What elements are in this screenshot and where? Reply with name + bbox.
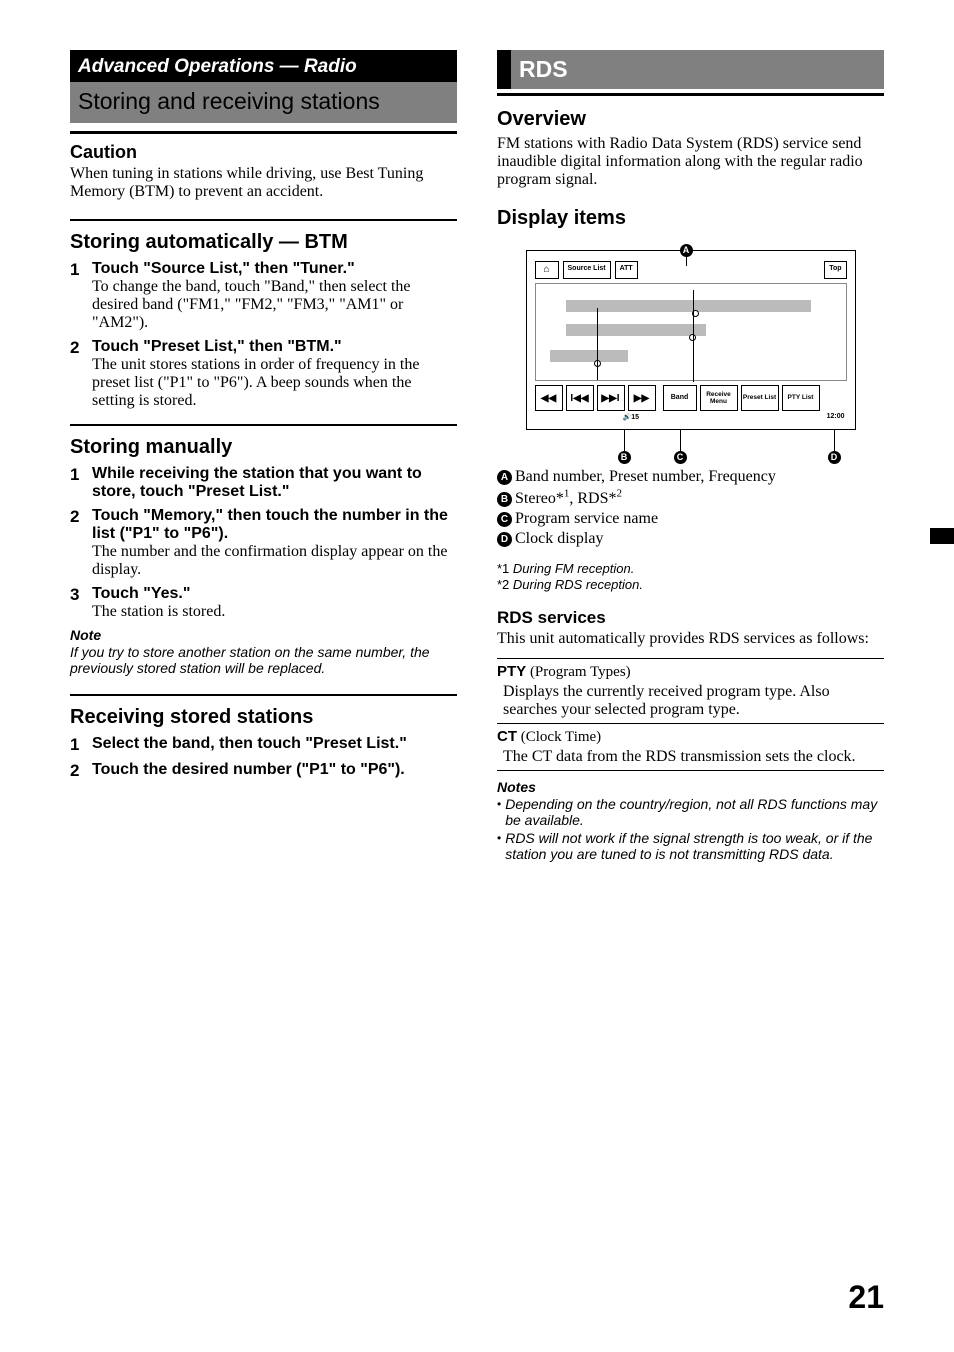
- home-icon: ⌂: [535, 261, 559, 279]
- callout-marker-c: C: [674, 451, 687, 464]
- rule: [70, 694, 457, 696]
- seek-fwd-icon: ▶▶I: [597, 385, 625, 411]
- callout-marker-d: D: [828, 451, 841, 464]
- rds-item-ct: CT (Clock Time): [497, 728, 884, 746]
- step-title: Touch "Source List," then "Tuner.": [92, 260, 457, 278]
- rule: [70, 424, 457, 426]
- display-bar-c: [566, 324, 706, 336]
- display-bar-a: [566, 300, 811, 312]
- step-number: 2: [70, 338, 84, 410]
- accent-rule: [497, 93, 884, 96]
- rule: [497, 770, 884, 771]
- step: 1 Select the band, then touch "Preset Li…: [70, 735, 457, 755]
- step-body: The unit stores stations in order of fre…: [92, 356, 457, 410]
- leader-line: [624, 430, 625, 452]
- step: 2 Touch "Preset List," then "BTM." The u…: [70, 338, 457, 410]
- footnote-1: *1 During FM reception.: [497, 561, 884, 576]
- section-title-storing: Storing and receiving stations: [70, 82, 457, 123]
- accent-rule: [70, 131, 457, 134]
- step: 2 Touch the desired number ("P1" to "P6"…: [70, 761, 457, 781]
- step-number: 1: [70, 735, 84, 755]
- step-body: The station is stored.: [92, 603, 457, 621]
- step: 1 Touch "Source List," then "Tuner." To …: [70, 260, 457, 332]
- note-item: • RDS will not work if the signal streng…: [497, 829, 884, 863]
- seek-back-fast-icon: ◀◀: [535, 385, 563, 411]
- step-body: The number and the confirmation display …: [92, 543, 457, 579]
- display-main-area: [535, 283, 847, 381]
- caution-title: Caution: [70, 142, 457, 163]
- callout-marker-b: B: [618, 451, 631, 464]
- source-list-button: Source List: [563, 261, 611, 279]
- page-number: 21: [848, 1279, 884, 1316]
- step-title: Touch "Yes.": [92, 585, 457, 603]
- heading-receive: Receiving stored stations: [70, 706, 457, 729]
- step-title: While receiving the station that you wan…: [92, 465, 457, 501]
- seek-back-icon: I◀◀: [566, 385, 594, 411]
- rds-item-ct-body: The CT data from the RDS transmission se…: [503, 748, 884, 766]
- section-header-advanced: Advanced Operations — Radio: [70, 50, 457, 82]
- step-title: Touch "Preset List," then "BTM.": [92, 338, 457, 356]
- top-button: Top: [824, 261, 846, 279]
- step-title: Touch "Memory," then touch the number in…: [92, 507, 457, 543]
- display-status-row: 🔊15 12:00: [535, 413, 847, 421]
- leader-line: [693, 290, 694, 382]
- clock-display: 12:00: [827, 413, 845, 421]
- display-bar-b: [550, 350, 628, 362]
- step-number: 3: [70, 585, 84, 621]
- preset-list-button: Preset List: [741, 385, 779, 411]
- leader-line: [597, 308, 598, 380]
- edge-tab: [930, 528, 954, 544]
- leader-line: [834, 430, 835, 452]
- step: 1 While receiving the station that you w…: [70, 465, 457, 501]
- leader-line: [686, 256, 687, 266]
- step-number: 2: [70, 507, 84, 579]
- callout-d: DClock display: [497, 530, 884, 548]
- note-title: Note: [70, 627, 457, 643]
- step-title: Select the band, then touch "Preset List…: [92, 735, 457, 753]
- band-button: Band: [663, 385, 697, 411]
- rule: [497, 658, 884, 659]
- att-button: ATT: [615, 261, 638, 279]
- rds-item-pty: PTY (Program Types): [497, 663, 884, 681]
- caution-body: When tuning in stations while driving, u…: [70, 165, 457, 201]
- heading-overview: Overview: [497, 108, 884, 131]
- rds-item-pty-body: Displays the currently received program …: [503, 683, 884, 719]
- heading-auto-btm: Storing automatically — BTM: [70, 231, 457, 254]
- volume-indicator: 🔊15: [623, 413, 640, 421]
- step: 3 Touch "Yes." The station is stored.: [70, 585, 457, 621]
- section-title-rds: RDS: [497, 50, 884, 89]
- heading-display-items: Display items: [497, 207, 884, 230]
- display-illustration: A ⌂ Source List ATT Top: [526, 250, 856, 430]
- receive-menu-button: Receive Menu: [700, 385, 738, 411]
- step-number: 2: [70, 761, 84, 781]
- step-title: Touch the desired number ("P1" to "P6").: [92, 761, 457, 779]
- step: 2 Touch "Memory," then touch the number …: [70, 507, 457, 579]
- notes-title: Notes: [497, 779, 884, 795]
- leader-line: [680, 430, 681, 452]
- step-number: 1: [70, 465, 84, 501]
- heading-manual: Storing manually: [70, 436, 457, 459]
- callout-a: ABand number, Preset number, Frequency: [497, 468, 884, 486]
- rule: [70, 219, 457, 221]
- rule: [497, 723, 884, 724]
- overview-body: FM stations with Radio Data System (RDS)…: [497, 135, 884, 189]
- seek-fwd-fast-icon: ▶▶: [628, 385, 656, 411]
- callout-b: BStereo*1, RDS*2: [497, 488, 884, 508]
- step-number: 1: [70, 260, 84, 332]
- rds-services-intro: This unit automatically provides RDS ser…: [497, 630, 884, 648]
- note-body: If you try to store another station on t…: [70, 644, 457, 676]
- note-item: • Depending on the country/region, not a…: [497, 795, 884, 829]
- footnote-2: *2 During RDS reception.: [497, 577, 884, 592]
- pty-list-button: PTY List: [782, 385, 820, 411]
- heading-rds-services: RDS services: [497, 608, 884, 628]
- step-body: To change the band, touch "Band," then s…: [92, 278, 457, 332]
- callout-c: CProgram service name: [497, 510, 884, 528]
